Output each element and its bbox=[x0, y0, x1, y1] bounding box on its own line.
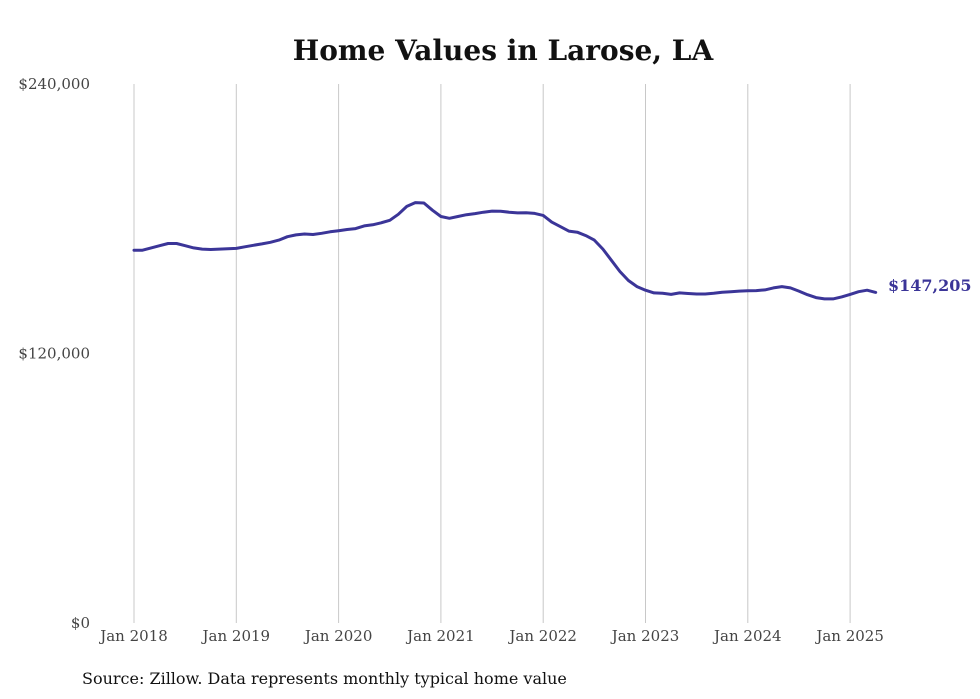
x-tick-label: Jan 2020 bbox=[303, 627, 373, 645]
x-tick-label: Jan 2021 bbox=[405, 627, 475, 645]
x-axis-ticks: Jan 2018 Jan 2019 Jan 2020 Jan 2021 Jan 2022… bbox=[98, 627, 884, 645]
latest-value-label: $147,205 bbox=[888, 276, 972, 295]
x-tick-label: Jan 2024 bbox=[712, 627, 782, 645]
x-tick-label: Jan 2022 bbox=[507, 627, 577, 645]
source-note: Source: Zillow. Data represents monthly … bbox=[82, 669, 567, 688]
y-tick-label: $240,000 bbox=[18, 75, 90, 93]
x-tick-label: Jan 2023 bbox=[610, 627, 680, 645]
home-value-line bbox=[132, 201, 878, 301]
gridlines bbox=[133, 84, 851, 623]
x-tick-label: Jan 2018 bbox=[98, 627, 168, 645]
x-tick-label: Jan 2019 bbox=[201, 627, 271, 645]
y-tick-label: $120,000 bbox=[18, 345, 90, 363]
y-tick-label: $0 bbox=[71, 614, 90, 632]
x-tick-label: Jan 2025 bbox=[814, 627, 884, 645]
y-axis-ticks: $0 $120,000 $240,000 bbox=[18, 75, 90, 632]
chart-title: Home Values in Larose, LA bbox=[293, 34, 715, 67]
